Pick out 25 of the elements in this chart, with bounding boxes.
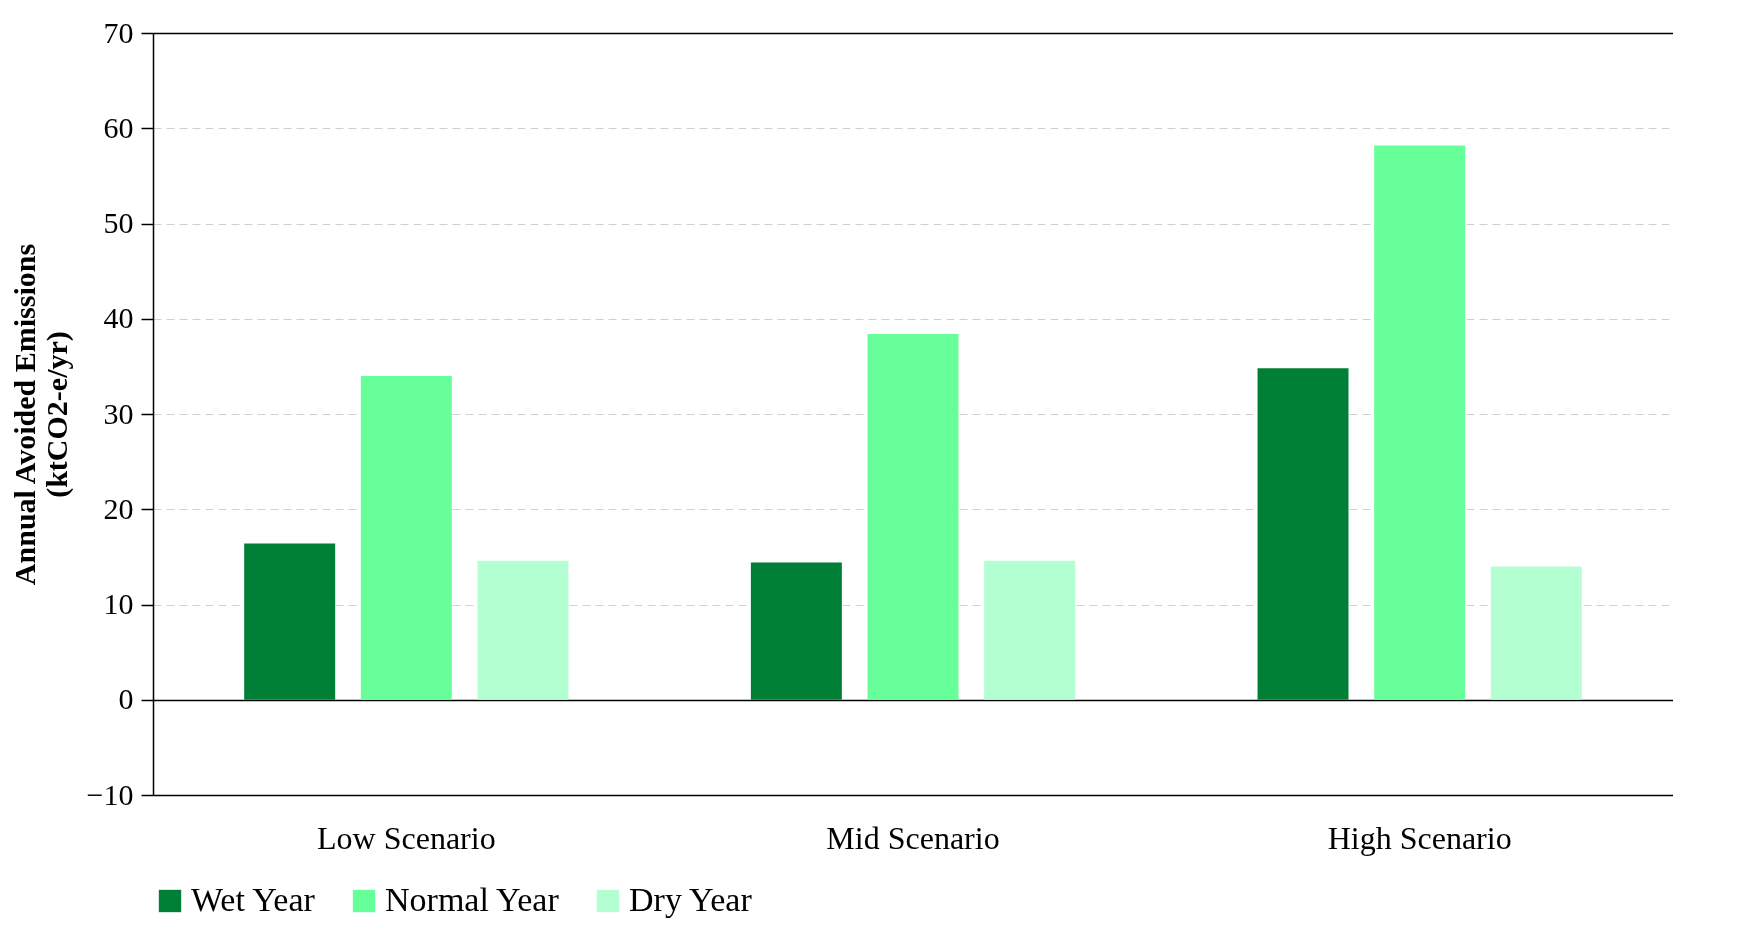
y-axis-title: Annual Avoided Emissions (ktCO2-e/yr) <box>7 243 74 586</box>
y-tick-label: 20 <box>103 491 134 525</box>
bar <box>360 375 452 700</box>
x-tick-label: Mid Scenario <box>826 819 1000 856</box>
y-tick-label: 50 <box>103 206 134 239</box>
bar <box>244 543 336 700</box>
y-tick-label: 10 <box>103 587 134 620</box>
bar <box>1490 566 1582 700</box>
legend-label: Normal Year <box>385 881 560 918</box>
bar <box>750 562 842 700</box>
bar <box>984 560 1076 700</box>
legend-label: Wet Year <box>191 881 316 918</box>
y-tick-label: 70 <box>103 15 134 49</box>
x-tick-label: High Scenario <box>1327 819 1512 856</box>
x-tick-label: Low Scenario <box>317 819 496 856</box>
bar <box>1257 368 1349 700</box>
legend-label: Dry Year <box>629 881 753 918</box>
bar <box>1374 145 1466 700</box>
y-tick-label: 40 <box>103 301 134 335</box>
bar <box>867 333 959 700</box>
y-tick-label: 60 <box>103 110 134 144</box>
y-tick-label: −10 <box>86 777 134 811</box>
bar <box>477 560 569 700</box>
y-tick-label: 0 <box>118 682 134 716</box>
y-tick-label: 30 <box>103 396 134 430</box>
